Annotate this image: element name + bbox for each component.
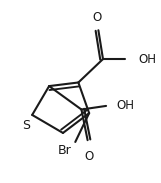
Text: Br: Br (58, 144, 71, 158)
Text: O: O (85, 150, 94, 163)
Text: O: O (92, 11, 101, 24)
Text: OH: OH (117, 99, 135, 112)
Text: OH: OH (138, 53, 156, 66)
Text: S: S (22, 119, 30, 132)
